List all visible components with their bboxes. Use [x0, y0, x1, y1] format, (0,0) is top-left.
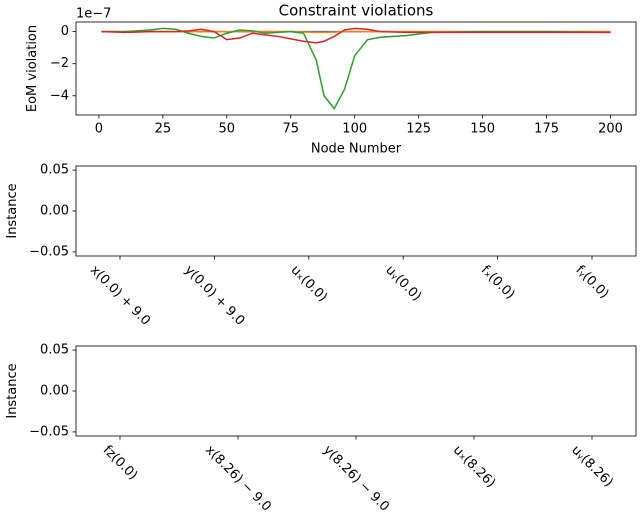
y-axis-label: EoM violation: [25, 25, 40, 112]
x-tick-label: 100: [342, 122, 367, 137]
chart-title: Constraint violations: [279, 2, 434, 20]
x-tick-label: uᵧ(0.0): [382, 263, 424, 305]
x-tick-label: 75: [282, 122, 299, 137]
x-tick-label: y(0.0) + 9.0: [181, 263, 247, 329]
x-tick-label: uₓ(0.0): [288, 263, 330, 305]
y-tick-label: −0.05: [29, 424, 69, 439]
y-tick-label: −2: [50, 56, 69, 71]
x-tick-label: 200: [598, 122, 623, 137]
x-axis-label: Node Number: [311, 142, 402, 157]
y-tick-label: 0.00: [40, 384, 69, 399]
x-tick-label: fz(0.0): [100, 443, 140, 483]
series-line: [101, 27, 611, 110]
x-tick-label: uₓ(8.26): [450, 443, 498, 491]
offset-text: 1e−7: [76, 7, 111, 22]
series-line: [101, 27, 611, 44]
x-tick-label: 0: [95, 122, 103, 137]
y-tick-label: −0.05: [29, 244, 69, 259]
x-tick-label: fᵧ(0.0): [572, 263, 611, 302]
x-tick-label: 50: [219, 122, 236, 137]
y-tick-label: −4: [50, 88, 69, 103]
axes-frame: [75, 345, 637, 437]
x-tick-label: x(0.0) + 9.0: [87, 263, 153, 329]
y-axis-label: Instance: [5, 363, 20, 418]
y-axis-label: Instance: [5, 183, 20, 238]
x-tick-label: 25: [155, 122, 172, 137]
y-tick-label: 0.05: [40, 163, 69, 178]
axes-frame: [75, 21, 637, 116]
x-tick-label: fₓ(0.0): [478, 263, 518, 303]
x-tick-label: 150: [470, 122, 495, 137]
x-tick-label: uᵧ(8.26): [568, 443, 615, 490]
axes-frame: [75, 165, 637, 257]
x-tick-label: x(8.26) − 9.0: [202, 443, 274, 515]
x-tick-label: y(8.26) − 9.0: [320, 443, 392, 515]
x-tick-label: 175: [534, 122, 559, 137]
y-tick-label: 0: [61, 24, 69, 39]
y-tick-label: 0.00: [40, 204, 69, 219]
y-tick-label: 0.05: [40, 343, 69, 358]
x-tick-label: 125: [406, 122, 431, 137]
